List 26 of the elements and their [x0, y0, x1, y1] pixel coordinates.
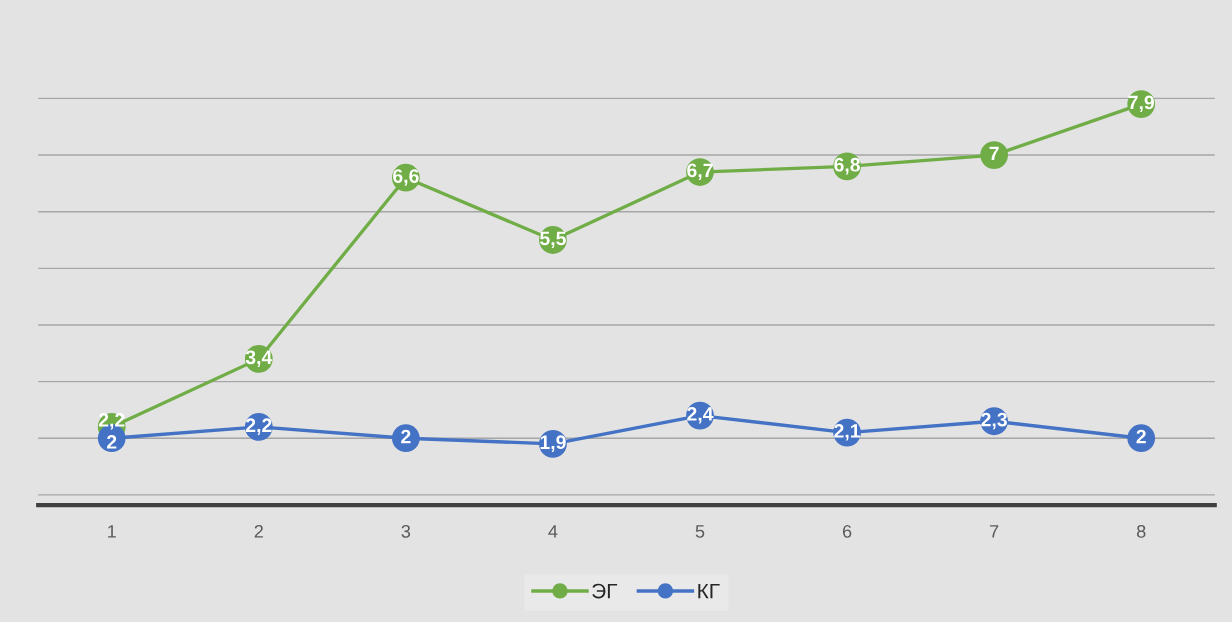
x-tick-label: 8: [1136, 524, 1146, 538]
legend-label: ЭГ: [592, 583, 618, 599]
data-label: 2: [401, 429, 411, 444]
data-label: 6,7: [687, 163, 713, 181]
data-label: 2: [107, 435, 117, 449]
data-label: 2,2: [245, 418, 272, 435]
x-tick-label: 6: [842, 524, 852, 538]
x-tick-label: 3: [401, 524, 411, 538]
data-label: 2,2: [98, 413, 125, 430]
data-label: 3,4: [245, 350, 273, 367]
x-tick-label: 2: [254, 524, 263, 538]
data-label: 6,6: [393, 169, 419, 186]
legend-label: КГ: [698, 583, 720, 599]
x-tick-label: 1: [108, 525, 116, 538]
x-tick-label: 5: [695, 525, 705, 538]
data-label: 7: [989, 146, 999, 161]
data-label: 1,9: [540, 435, 566, 452]
data-label: 2: [1136, 429, 1146, 444]
data-label: 6,8: [834, 157, 860, 175]
x-tick-label: 7: [990, 525, 999, 538]
data-label: 5,5: [540, 231, 566, 249]
data-label: 7,9: [1128, 95, 1155, 113]
data-label: 2,4: [687, 407, 714, 424]
x-tick-label: 4: [548, 525, 558, 538]
data-label: 2,3: [981, 412, 1007, 430]
data-label: 2,1: [834, 424, 861, 441]
